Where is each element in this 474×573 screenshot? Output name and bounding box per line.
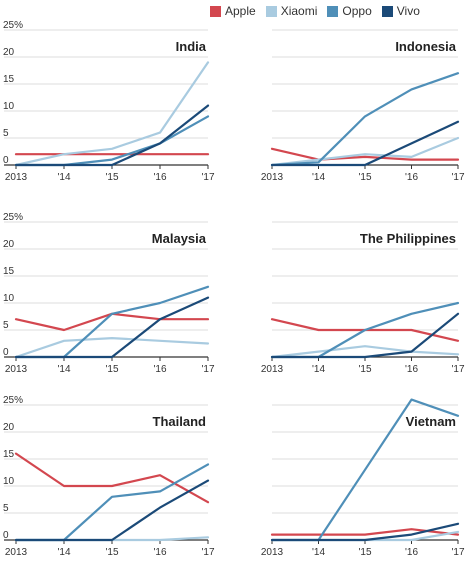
series-line-vivo — [270, 120, 460, 167]
y-tick-label: 5 — [3, 503, 9, 514]
x-tick-label: '15 — [358, 364, 371, 375]
x-tick-label: '14 — [312, 172, 325, 183]
y-tick-label: 5 — [3, 320, 9, 331]
x-tick-label: '14 — [57, 547, 70, 558]
y-tick-label: 0 — [3, 530, 9, 541]
series-line-vivo — [270, 312, 460, 359]
legend-label: Vivo — [396, 4, 420, 18]
x-tick-label: '14 — [57, 364, 70, 375]
series-line-vivo — [14, 296, 210, 359]
legend-swatch — [327, 5, 339, 17]
legend-swatch — [210, 5, 221, 17]
x-tick-label: '16 — [153, 364, 166, 375]
series-line-apple — [14, 312, 210, 332]
x-tick-label: 2013 — [5, 172, 28, 183]
x-tick-label: 2013 — [5, 547, 28, 558]
legend-label: Oppo — [342, 4, 372, 18]
chart-panel-indonesia: 2013 '14 '15 '16 '17 Indonesia — [261, 29, 465, 183]
x-tick-label: '16 — [405, 364, 418, 375]
series-line-apple — [14, 452, 210, 504]
x-tick-label: '16 — [405, 547, 418, 558]
chart-panel-malaysia: 25% 20 15 10 5 0 2013 '14 '15 '16 '17 Malaysia — [3, 212, 215, 375]
y-tick-label: 10 — [3, 476, 15, 487]
y-tick-label: 20 — [3, 47, 15, 58]
y-tick-label: 25% — [3, 395, 23, 406]
y-tick-label: 25% — [3, 212, 23, 223]
y-tick-label: 25% — [3, 20, 23, 31]
x-tick-label: '17 — [201, 364, 214, 375]
series-line-vivo — [270, 522, 460, 542]
x-tick-label: '16 — [153, 172, 166, 183]
legend-label: Xiaomi — [280, 4, 318, 18]
chart-panel-vietnam: 2013 '14 '15 '16 '17 Vietnam — [261, 398, 465, 558]
legend-label: Apple — [225, 4, 256, 18]
series-line-xiaomi — [270, 136, 460, 167]
y-tick-label: 10 — [3, 101, 15, 112]
series-line-xiaomi — [14, 337, 210, 359]
x-tick-label: 2013 — [261, 547, 284, 558]
y-tick-label: 20 — [3, 422, 15, 433]
chart-title: Thailand — [153, 414, 207, 429]
x-tick-label: '16 — [405, 172, 418, 183]
x-tick-label: '15 — [105, 364, 118, 375]
chart-title: Malaysia — [152, 231, 207, 246]
legend-item-oppo: Oppo — [327, 4, 372, 18]
series-line-vivo — [14, 104, 210, 167]
x-tick-label: '14 — [57, 172, 70, 183]
legend-item-xiaomi: Xiaomi — [265, 4, 318, 18]
chart-title: India — [176, 39, 207, 54]
y-tick-label: 5 — [3, 128, 9, 139]
y-tick-label: 0 — [3, 347, 9, 358]
x-tick-label: '16 — [153, 547, 166, 558]
x-tick-label: '17 — [451, 172, 464, 183]
series-line-xiaomi — [270, 530, 460, 542]
series-line-oppo — [14, 463, 210, 542]
series-line-xiaomi — [270, 345, 460, 359]
legend-item-apple: Apple — [210, 4, 256, 18]
x-tick-label: '15 — [358, 172, 371, 183]
x-tick-label: 2013 — [261, 364, 284, 375]
series-line-xiaomi — [14, 61, 210, 167]
chart-title: Vietnam — [406, 414, 456, 429]
y-tick-label: 15 — [3, 266, 15, 277]
series-line-vivo — [14, 479, 210, 542]
x-tick-label: '17 — [451, 547, 464, 558]
legend: Apple Xiaomi Oppo Vivo — [210, 2, 472, 20]
x-tick-label: '15 — [105, 547, 118, 558]
legend-swatch — [265, 5, 277, 17]
x-tick-label: '14 — [312, 547, 325, 558]
x-tick-label: '17 — [451, 364, 464, 375]
y-tick-label: 15 — [3, 74, 15, 85]
y-tick-label: 10 — [3, 293, 15, 304]
chart-title: The Philippines — [360, 231, 456, 246]
x-tick-label: '17 — [201, 547, 214, 558]
x-tick-label: '15 — [358, 547, 371, 558]
series-line-oppo — [270, 72, 460, 167]
x-tick-label: 2013 — [261, 172, 284, 183]
x-tick-label: '15 — [105, 172, 118, 183]
x-tick-label: '17 — [201, 172, 214, 183]
y-tick-label: 0 — [3, 155, 9, 166]
x-tick-label: 2013 — [5, 364, 28, 375]
chart-panel-the-philippines: 2013 '14 '15 '16 '17 The Philippines — [261, 221, 465, 375]
x-tick-label: '14 — [312, 364, 325, 375]
series-line-apple — [270, 147, 460, 161]
chart-panel-india: 25% 20 15 10 5 0 2013 '14 '15 '16 '17 India — [3, 20, 215, 183]
legend-swatch — [381, 5, 393, 17]
y-tick-label: 15 — [3, 449, 15, 460]
chart-panel-thailand: 25% 20 15 10 5 0 2013 '14 '15 '16 '17 Thailand — [3, 395, 215, 558]
y-tick-label: 20 — [3, 239, 15, 250]
legend-item-vivo: Vivo — [381, 4, 420, 18]
chart-title: Indonesia — [395, 39, 456, 54]
